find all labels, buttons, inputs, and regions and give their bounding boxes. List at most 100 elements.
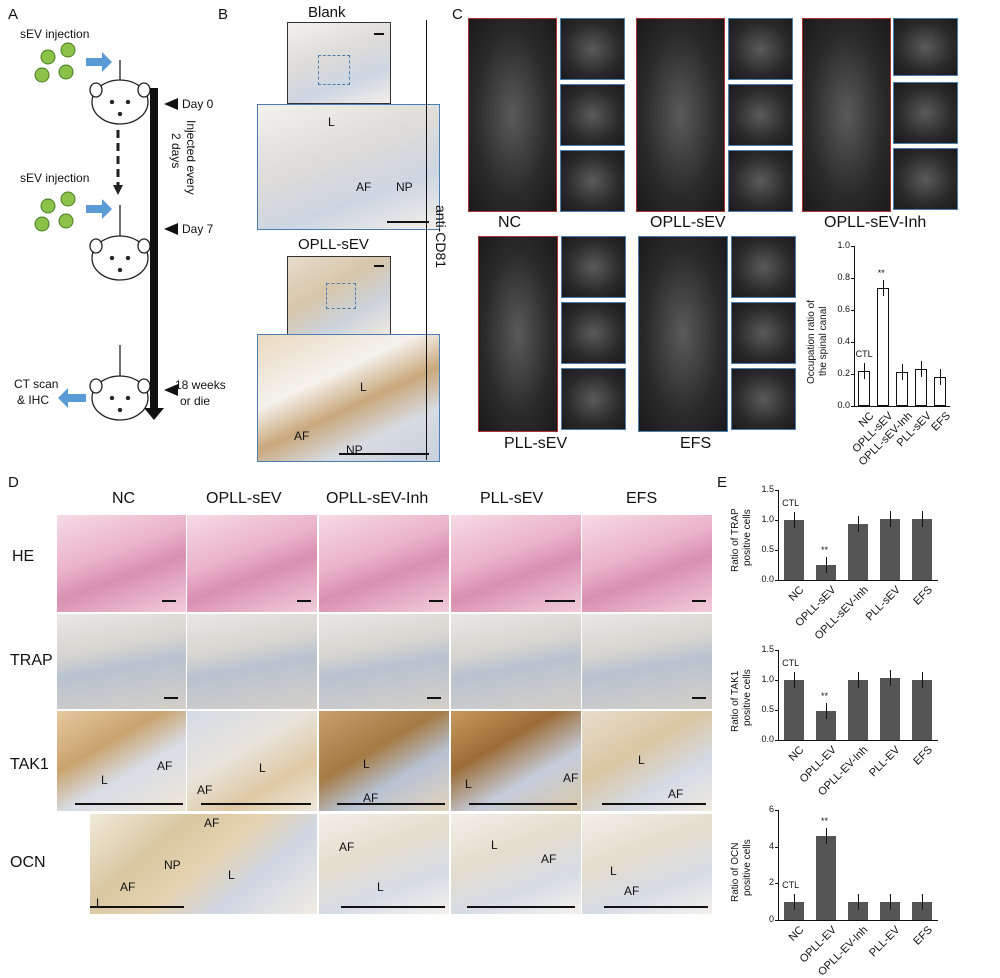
panel-c: NC OPLL-sEV OPLL-sEV-Inh PLL-sEV EFS Occ… bbox=[468, 14, 1000, 469]
error-bar-2 bbox=[902, 364, 903, 381]
bar-4 bbox=[912, 680, 932, 740]
col-label-pll-sev: PLL-sEV bbox=[480, 490, 544, 507]
chart-e1: 0.0 0.5 1.0 1.5 NC OPLL-sEV OPLL-sEV-Inh PLL-sE… bbox=[750, 484, 950, 642]
y-tick-label: 0.6 bbox=[837, 304, 850, 314]
y-axis bbox=[778, 490, 779, 580]
bar-3 bbox=[915, 369, 928, 406]
error-bar-3 bbox=[890, 670, 891, 687]
he-pll-image bbox=[451, 515, 581, 612]
ocn-pll-image: L AF bbox=[451, 814, 581, 914]
blank-zoom-image: L AF NP bbox=[257, 104, 440, 230]
row-label-tak1: TAK1 bbox=[10, 756, 49, 773]
panel-a: sEV injection bbox=[0, 0, 226, 440]
tak1-opll-image: L AF bbox=[187, 711, 317, 811]
ct-axial-opll-inh-3 bbox=[893, 148, 958, 210]
tak1-opll-inh-image: L AF bbox=[319, 711, 449, 811]
mouse-bottom-icon bbox=[89, 345, 151, 421]
ct-axial-pll-1 bbox=[561, 236, 626, 298]
ct-label-opll-sev-inh: OPLL-sEV-Inh bbox=[824, 214, 927, 231]
ct-axial-opll-inh-1 bbox=[893, 18, 958, 76]
timeline-diagram bbox=[34, 42, 178, 421]
y-tick-label: 1.0 bbox=[761, 674, 774, 684]
trap-opll-inh-image bbox=[319, 614, 449, 709]
arrow-left-bottom-icon bbox=[58, 388, 86, 408]
error-bar-2 bbox=[858, 672, 859, 688]
error-bar-3 bbox=[921, 361, 923, 378]
y-tick-label: 0 bbox=[768, 914, 774, 924]
divider-line bbox=[426, 20, 427, 460]
y-tick-mark bbox=[775, 710, 778, 711]
he-nc-image bbox=[57, 515, 186, 612]
bar-1 bbox=[816, 565, 836, 580]
anti-cd81-label: anti-CD81 bbox=[433, 205, 449, 269]
bar-4 bbox=[912, 901, 932, 920]
error-bar-2 bbox=[858, 516, 859, 533]
bar-2 bbox=[848, 680, 868, 740]
bar-3 bbox=[880, 518, 900, 580]
x-tick-label: NC bbox=[786, 584, 807, 604]
row-label-he: HE bbox=[12, 548, 35, 565]
ct-axial-efs-2 bbox=[731, 302, 796, 364]
ct-axial-opll-inh-2 bbox=[893, 82, 958, 144]
tak1-pll-image: L AF bbox=[451, 711, 581, 811]
y-tick-label: 2 bbox=[768, 877, 774, 888]
y-tick-mark bbox=[775, 883, 778, 885]
arrow-right-top-icon bbox=[86, 52, 112, 72]
chart-e3-ylabel-1: Ratio of OCN bbox=[730, 842, 741, 902]
chart-e2-ylabel-1: Ratio of TAK1 bbox=[730, 670, 741, 732]
two-days-label: 2 days bbox=[169, 133, 183, 169]
error-bar-1 bbox=[826, 703, 827, 720]
bar-2 bbox=[896, 372, 908, 406]
y-tick-mark bbox=[851, 342, 854, 343]
y-tick-label: 0.5 bbox=[761, 704, 774, 714]
y-tick-mark bbox=[775, 846, 778, 848]
ocn-efs-image: L AF bbox=[582, 814, 712, 914]
ctl-label: CTL bbox=[855, 348, 873, 359]
x-axis bbox=[778, 580, 938, 581]
panel-label-e: E bbox=[717, 474, 728, 491]
ct-sagittal-opll bbox=[636, 18, 725, 212]
x-tick-label: EFS bbox=[910, 744, 935, 768]
col-label-nc: NC bbox=[112, 490, 136, 507]
significance-label: ** bbox=[821, 545, 829, 555]
opll-zoom-image: L AF NP bbox=[257, 334, 440, 462]
mouse-mid-icon bbox=[89, 205, 151, 281]
y-tick-mark bbox=[775, 550, 778, 551]
panel-d: NC OPLL-sEV OPLL-sEV-Inh PLL-sEV EFS HE … bbox=[0, 480, 718, 978]
y-tick-mark bbox=[775, 520, 778, 521]
y-tick-mark bbox=[775, 920, 778, 921]
panel-label-a: A bbox=[8, 6, 19, 23]
y-tick-label: 6 bbox=[768, 804, 774, 814]
bar-0 bbox=[857, 370, 870, 406]
ct-label-pll-sev: PLL-sEV bbox=[504, 435, 568, 452]
error-bar-1 bbox=[826, 827, 827, 844]
x-axis bbox=[778, 920, 938, 921]
y-tick-mark bbox=[851, 246, 854, 247]
error-bar-4 bbox=[940, 369, 942, 386]
significance-label: ** bbox=[821, 815, 829, 826]
panel-b: Blank L AF NP OPLL-sEV L AF NP anti-CD81 bbox=[230, 0, 450, 465]
ct-axial-efs-1 bbox=[731, 236, 796, 298]
error-bar-1 bbox=[826, 557, 827, 573]
day0-label: Day 0 bbox=[182, 97, 214, 111]
y-axis bbox=[778, 810, 779, 920]
bar-0 bbox=[784, 520, 804, 580]
ct-axial-pll-3 bbox=[561, 368, 626, 430]
timeline-bar bbox=[150, 88, 158, 408]
error-bar-0 bbox=[794, 672, 795, 688]
panel-label-b: B bbox=[218, 6, 229, 23]
trap-pll-image bbox=[451, 614, 581, 709]
significance-label: ** bbox=[877, 267, 885, 278]
chart-c: 0.0 0.2 0.4 0.6 0.8 1.0 NC OPLL-sEV OPLL-sEV-Inh… bbox=[826, 240, 956, 468]
injected-every-label: Injected every bbox=[184, 120, 198, 195]
y-tick-label: 0.5 bbox=[761, 544, 774, 554]
y-tick-mark bbox=[775, 490, 778, 491]
y-tick-label: 0.0 bbox=[761, 734, 774, 744]
error-bar-3 bbox=[890, 893, 891, 910]
ihc-label: & IHC bbox=[17, 393, 50, 407]
ct-scan-label: CT scan bbox=[14, 377, 59, 391]
arrow-right-mid-icon bbox=[86, 199, 112, 219]
or-die-label: or die bbox=[180, 394, 211, 408]
ct-label-nc: NC bbox=[498, 214, 522, 231]
ocn-nc-opll-image: AF NP AF L L bbox=[90, 814, 317, 914]
